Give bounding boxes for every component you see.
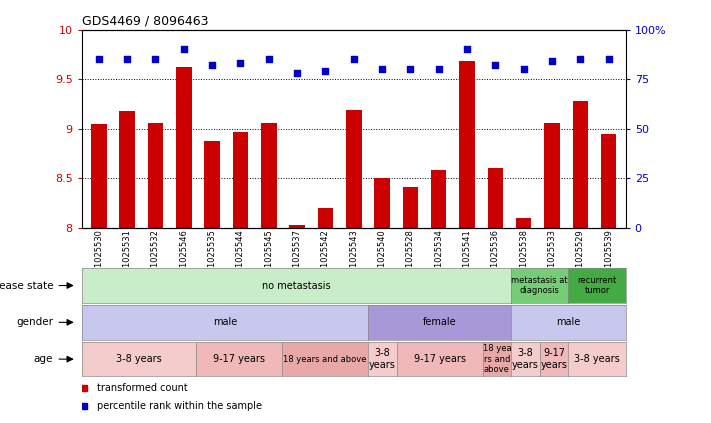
Text: male: male — [213, 317, 237, 327]
Text: 3-8
years: 3-8 years — [512, 348, 539, 370]
Bar — [402, 187, 418, 228]
Point — [518, 66, 530, 73]
Point — [122, 56, 133, 63]
Text: gender: gender — [16, 317, 53, 327]
Text: 9-17 years: 9-17 years — [213, 354, 265, 364]
Text: GDS4469 / 8096463: GDS4469 / 8096463 — [82, 14, 208, 27]
Bar — [148, 123, 164, 228]
Bar — [261, 123, 277, 228]
Point — [263, 56, 274, 63]
Bar — [232, 132, 248, 228]
Bar — [318, 208, 333, 228]
Bar — [374, 179, 390, 228]
Text: no metastasis: no metastasis — [262, 280, 331, 291]
Text: 9-17
years: 9-17 years — [540, 348, 567, 370]
Text: male: male — [556, 317, 581, 327]
Bar — [119, 111, 135, 228]
Bar — [91, 124, 107, 228]
Point — [574, 56, 586, 63]
Text: 9-17 years: 9-17 years — [414, 354, 466, 364]
Text: 3-8
years: 3-8 years — [369, 348, 396, 370]
Text: 18 yea
rs and
above: 18 yea rs and above — [483, 344, 511, 374]
Text: 3-8 years: 3-8 years — [116, 354, 162, 364]
Bar — [572, 101, 588, 228]
Bar — [459, 61, 475, 228]
Text: transformed count: transformed count — [97, 383, 188, 393]
Point — [206, 62, 218, 69]
Bar — [204, 141, 220, 228]
Point — [405, 66, 416, 73]
Point — [178, 46, 189, 53]
Bar — [346, 110, 361, 228]
Point — [603, 56, 614, 63]
Bar — [488, 168, 503, 228]
Point — [93, 56, 105, 63]
Bar — [516, 218, 532, 228]
Point — [490, 62, 501, 69]
Bar — [601, 134, 616, 228]
Text: disease state: disease state — [0, 280, 53, 291]
Point — [376, 66, 387, 73]
Point — [292, 70, 303, 77]
Bar — [289, 225, 305, 228]
Point — [461, 46, 473, 53]
Text: 18 years and above: 18 years and above — [284, 354, 367, 364]
Bar — [176, 67, 191, 228]
Point — [150, 56, 161, 63]
Text: metastasis at
diagnosis: metastasis at diagnosis — [511, 276, 568, 295]
Text: age: age — [34, 354, 53, 364]
Point — [320, 68, 331, 74]
Point — [546, 58, 557, 65]
Point — [433, 66, 444, 73]
Bar — [544, 123, 560, 228]
Point — [348, 56, 359, 63]
Text: percentile rank within the sample: percentile rank within the sample — [97, 401, 262, 411]
Text: recurrent
tumor: recurrent tumor — [577, 276, 616, 295]
Text: female: female — [423, 317, 456, 327]
Bar — [431, 170, 447, 228]
Point — [235, 60, 246, 67]
Text: 3-8 years: 3-8 years — [574, 354, 620, 364]
